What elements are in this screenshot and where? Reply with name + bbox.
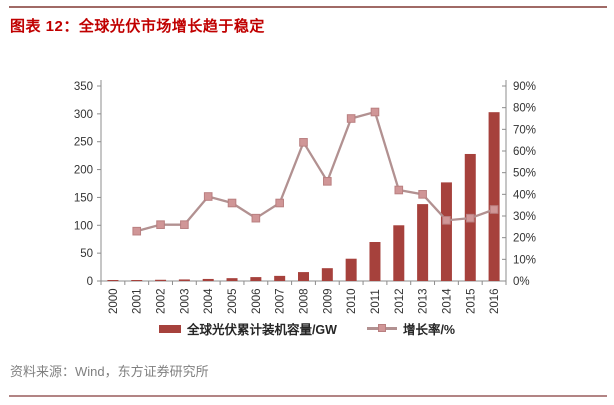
- chart-legend: 全球光伏累计装机容量/GW 增长率/%: [0, 319, 614, 338]
- bar: [226, 278, 238, 281]
- data-point-marker: [370, 107, 380, 117]
- bar: [178, 279, 190, 281]
- data-point-marker: [394, 185, 404, 195]
- x-axis-tick-label: 2016: [489, 288, 501, 314]
- right-axis-tick-label: 30%: [513, 211, 536, 223]
- data-point-marker: [346, 114, 356, 123]
- data-point-marker: [323, 177, 332, 186]
- data-point-marker: [465, 213, 475, 223]
- data-point-marker: [489, 205, 499, 214]
- data-point-marker: [418, 190, 427, 199]
- bar: [393, 225, 405, 281]
- x-axis-tick-label: 2013: [418, 288, 430, 314]
- page-title: 图表 12：全球光伏市场增长趋于稳定: [10, 18, 265, 35]
- x-axis-tick-label: 2011: [370, 289, 382, 314]
- x-axis-tick-label: 2009: [322, 288, 334, 314]
- bar: [274, 275, 286, 281]
- data-point-marker: [203, 192, 213, 201]
- x-axis-tick-label: 2010: [346, 288, 358, 314]
- left-axis-tick-label: 100: [74, 220, 93, 232]
- x-axis-tick-label: 2004: [203, 288, 215, 314]
- data-point-marker: [156, 220, 165, 229]
- bar: [298, 272, 309, 281]
- right-axis-tick-label: 70%: [513, 124, 536, 136]
- x-axis-tick-label: 2001: [132, 288, 144, 314]
- data-point-marker: [227, 198, 237, 208]
- bar: [321, 268, 333, 281]
- right-axis-tick-label: 50%: [513, 168, 536, 180]
- right-axis-tick-label: 90%: [513, 81, 536, 93]
- x-axis-tick-label: 2002: [156, 288, 168, 314]
- legend-label-growth: 增长率/%: [402, 323, 456, 337]
- right-axis-tick-label: 20%: [513, 233, 536, 245]
- chart-canvas: 0 50 100 150 200 250 300 350 0% 10% 20% 30% 40% 50% 60…: [74, 80, 536, 314]
- legend-label-capacity: 全球光伏累计装机容量/GW: [186, 323, 337, 337]
- right-axis-tick-label: 0%: [513, 276, 530, 288]
- line-marker-swatch-icon: [366, 324, 397, 333]
- x-axis-tick-label: 2000: [108, 288, 120, 314]
- pv-market-chart: 0 50 100 150 200 250 300 350 0% 10% 20% 30% 40% 50% 60…: [0, 60, 614, 322]
- data-point-marker: [275, 198, 284, 208]
- right-axis-tick-label: 10%: [513, 254, 536, 266]
- left-axis-tick-label: 50: [80, 248, 93, 260]
- x-axis-tick-label: 2008: [299, 288, 311, 314]
- growth-line: [136, 110, 495, 233]
- x-axis-tick-label: 2007: [275, 288, 287, 314]
- legend-item-capacity: 全球光伏累计装机容量/GW: [158, 319, 337, 338]
- x-axis-tick-label: 2015: [465, 288, 477, 314]
- data-point-marker: [251, 213, 261, 223]
- data-point-marker: [442, 216, 451, 225]
- left-axis-tick-label: 350: [74, 81, 93, 93]
- right-axis-tick-label: 60%: [513, 146, 536, 158]
- bottom-divider: [9, 395, 607, 397]
- bar: [488, 112, 500, 281]
- x-axis-tick-label: 2003: [179, 288, 191, 314]
- x-axis-tick-label: 2014: [441, 288, 453, 314]
- bar: [440, 182, 452, 281]
- right-axis-tick-label: 80%: [513, 103, 536, 115]
- bar: [107, 280, 119, 281]
- bar: [250, 277, 262, 281]
- left-axis-tick-label: 300: [74, 109, 93, 121]
- left-axis-tick-label: 250: [74, 137, 93, 149]
- right-axis-tick-label: 40%: [513, 189, 536, 201]
- bar: [417, 204, 429, 281]
- bar: [131, 280, 143, 281]
- x-axis-tick-label: 2012: [394, 288, 406, 314]
- source-note: 资料来源：Wind，东方证券研究所: [10, 364, 209, 379]
- x-axis-tick-label: 2006: [251, 288, 263, 314]
- data-point-marker: [132, 226, 142, 236]
- x-axis-tick-label: 2005: [227, 288, 239, 314]
- bar: [345, 258, 357, 281]
- legend-item-growth: 增长率/%: [366, 319, 456, 338]
- data-point-marker: [180, 220, 189, 229]
- bar: [155, 279, 167, 281]
- left-axis-tick-label: 150: [74, 192, 93, 204]
- bar: [202, 278, 214, 281]
- left-axis-tick-label: 200: [74, 165, 93, 177]
- data-point-marker: [299, 138, 308, 147]
- left-axis-tick-label: 0: [87, 276, 93, 288]
- bar: [369, 242, 381, 281]
- bar-swatch-icon: [158, 324, 181, 333]
- top-divider: [9, 6, 607, 8]
